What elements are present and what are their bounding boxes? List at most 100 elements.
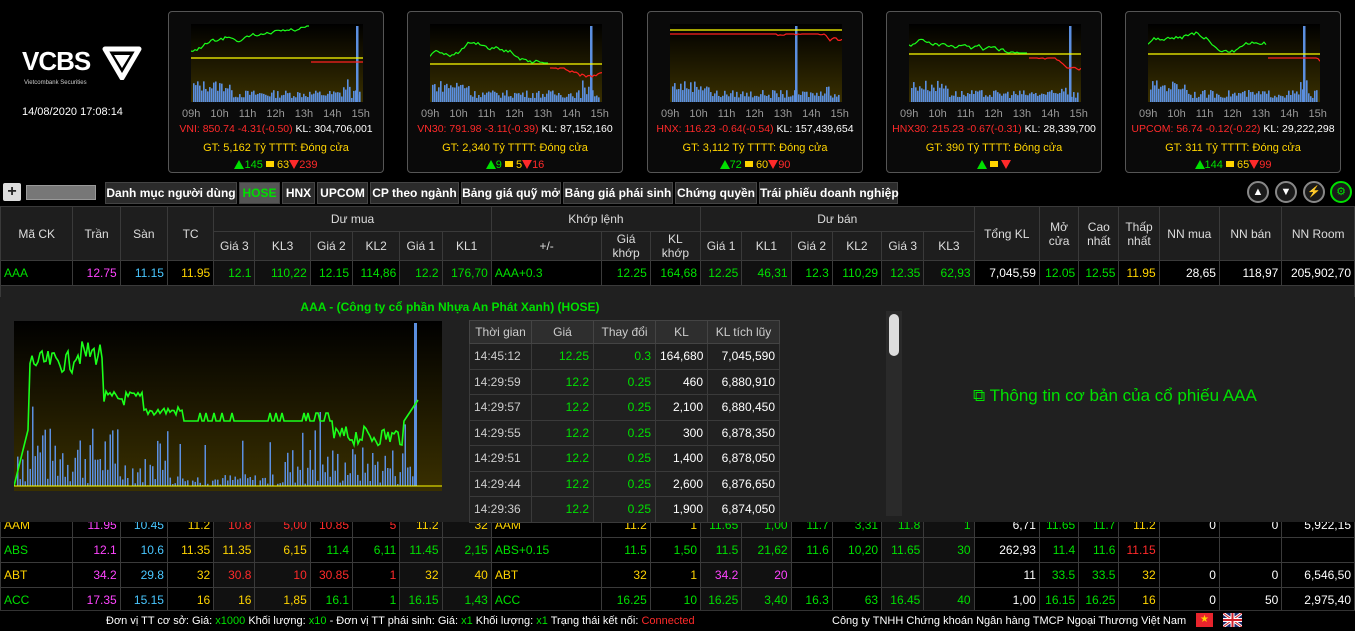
add-icon[interactable]: + <box>3 183 21 201</box>
tab-hnx[interactable]: HNX <box>282 182 315 204</box>
cell-sk1: 21,62 <box>741 537 792 563</box>
col-floor: Sàn <box>119 206 168 261</box>
cell-nnm: 0 <box>1158 587 1220 613</box>
time-tick: 10h <box>449 108 468 120</box>
index-box-upcom[interactable]: 09h 10h 11h 12h 13h 14h 15h UPCOM: 56.74 -0.12(… <box>1125 11 1341 173</box>
index-volume-label: KL: <box>295 123 312 135</box>
stock-info-link[interactable]: ⧉ Thông tin cơ bản của cổ phiếu AAA <box>973 386 1257 406</box>
cell-match: AAA+0.3 <box>490 260 603 286</box>
index-box-vn30[interactable]: 09h 10h 11h 12h 13h 14h 15h VN30: 791.98 -3.11(… <box>407 11 623 173</box>
tab-upcom[interactable]: UPCOM <box>317 182 368 204</box>
up-arrow-icon <box>1194 160 1205 169</box>
cell-tkl: 7,045,59 <box>973 260 1040 286</box>
cell-sym[interactable]: AAA <box>0 260 74 286</box>
cell-sk3 <box>923 562 975 588</box>
index-box-hnx[interactable]: 09h 10h 11h 12h 13h 14h 15h HNX: 116.23 -0.64(-… <box>647 11 863 173</box>
trade-cell: 1,900 <box>655 496 708 523</box>
scrollbar-track[interactable] <box>886 311 902 516</box>
index-box-vni[interactable]: 09h 10h 11h 12h 13h 14h 15h VNI: 850.74 -4.31(-… <box>168 11 384 173</box>
tab-open-fund[interactable]: Bảng giá quỹ mở <box>461 182 561 204</box>
time-tick: 09h <box>900 108 919 120</box>
trade-cell: 12.2 <box>531 445 594 472</box>
time-axis: 09h 10h 11h 12h 13h 14h 15h <box>1126 108 1340 120</box>
gear-icon[interactable]: ⚙ <box>1330 181 1352 203</box>
trade-row: 14:29:57 12.2 0.25 2,100 6,880,450 <box>469 394 780 421</box>
tab-warrants[interactable]: Chứng quyền <box>675 182 757 204</box>
cell-bk1: 2,15 <box>441 537 492 563</box>
cell-b1: 12.2 <box>399 260 443 286</box>
tab-industry[interactable]: CP theo ngành <box>370 182 459 204</box>
symbol-search-input[interactable] <box>26 185 96 200</box>
trade-cell: 0.25 <box>593 445 656 472</box>
clock: 14/08/2020 17:08:14 <box>22 106 123 118</box>
tab-watchlist[interactable]: Danh mục người dùng <box>105 182 237 204</box>
cell-bk2: 6,11 <box>351 537 401 563</box>
index-value-status: GT: 2,340 Tỷ TTTT: Đóng cửa <box>408 142 622 154</box>
cell-sym[interactable]: ABS <box>0 537 74 563</box>
cell-sym[interactable]: ABT <box>0 562 74 588</box>
index-summary: UPCOM: 56.74 -0.12(-0.22) KL: 29,222,298 <box>1131 123 1335 135</box>
vietnamese-flag-icon[interactable]: ★ <box>1196 613 1213 627</box>
trade-cell: 12.2 <box>531 368 594 395</box>
unchanged-icon <box>504 161 513 167</box>
advance-decline: 9 5 16 <box>408 159 622 171</box>
index-volume: 157,439,654 <box>795 123 854 135</box>
lightning-icon[interactable]: ⚡ <box>1303 181 1325 203</box>
cell-b3: 11.35 <box>213 537 256 563</box>
stock-row[interactable]: ABS 12.1 10.6 11.35 11.35 6,15 11.4 6,11 11.45 2,… <box>0 537 1355 563</box>
cell-high: 12.55 <box>1078 260 1120 286</box>
advancers-count: 72 <box>729 159 742 171</box>
col-volume: KL <box>655 320 708 344</box>
trade-row: 14:29:59 12.2 0.25 460 6,880,910 <box>469 368 780 395</box>
cell-nnm: 28,65 <box>1158 260 1220 286</box>
decliners-count: 99 <box>1259 159 1272 171</box>
stock-detail-panel: AAA - (Công ty cổ phần Nhựa An Phát Xanh… <box>0 297 1355 523</box>
index-change: -0.67(-0.31) <box>966 123 1022 135</box>
advancers-count: 145 <box>244 159 263 171</box>
tab-derivatives[interactable]: Bảng giá phái sinh <box>563 182 673 204</box>
cell-mp: 12.25 <box>601 260 651 286</box>
scrollbar-thumb[interactable] <box>889 314 899 356</box>
stock-row[interactable]: ACC 17.35 15.15 16 16 1,85 16.1 1 16.15 1,43 ACC 16… <box>0 587 1355 613</box>
cell-san: 11.15 <box>119 260 168 286</box>
trade-cell: 14:45:12 <box>469 343 532 370</box>
index-traded-value: GT: 5,162 Tỷ <box>203 142 266 154</box>
tab-hose[interactable]: HOSE <box>239 182 280 204</box>
cell-mp: 16.25 <box>601 587 651 613</box>
index-volume-label: KL: <box>1263 123 1280 135</box>
time-tick: 11h <box>956 108 975 120</box>
index-mini-chart <box>909 24 1081 102</box>
cell-sym[interactable]: ACC <box>0 587 74 613</box>
trade-cell: 14:29:51 <box>469 445 532 472</box>
cell-tran: 17.35 <box>72 587 121 613</box>
unit-label-b: Khối lượng: <box>248 615 306 627</box>
time-axis: 09h 10h 11h 12h 13h 14h 15h <box>169 108 383 120</box>
chevron-up-icon[interactable]: ▲ <box>1247 181 1269 203</box>
time-tick: 09h <box>421 108 440 120</box>
market-status: TTTT: Đóng cửa <box>507 142 588 154</box>
advancers-count: 9 <box>495 159 502 171</box>
index-value: 215.23 <box>931 123 964 135</box>
cell-low: 11.95 <box>1118 260 1160 286</box>
cell-b3: 30.8 <box>213 562 256 588</box>
cell-bk1: 176,70 <box>441 260 492 286</box>
index-box-hnx30[interactable]: 09h 10h 11h 12h 13h 14h 15h HNX30: 215.23 -0.67… <box>886 11 1102 173</box>
stock-row[interactable]: AAA 12.75 11.15 11.95 12.1 110,22 12.15 114,86 1… <box>0 260 1355 286</box>
stock-row[interactable]: ABT 34.2 29.8 32 30.8 10 30.85 1 32 40 ABT 32 1 34.2 2… <box>0 562 1355 588</box>
tab-corporate-bonds[interactable]: Trái phiếu doanh nghiệp <box>759 182 899 204</box>
cell-tc: 32 <box>166 562 215 588</box>
index-mini-chart <box>430 24 602 102</box>
time-tick: 11h <box>717 108 736 120</box>
cell-s2: 12.3 <box>790 260 833 286</box>
decliners-count: 239 <box>299 159 318 171</box>
cell-high: 11.6 <box>1078 537 1120 563</box>
col-ask-vol-1: KL1 <box>741 231 792 261</box>
chevron-down-icon[interactable]: ▼ <box>1275 181 1297 203</box>
cell-san: 15.15 <box>119 587 168 613</box>
uk-flag-icon[interactable] <box>1223 613 1242 627</box>
cell-san: 10.6 <box>119 537 168 563</box>
cell-bk3: 6,15 <box>254 537 311 563</box>
cell-tran: 34.2 <box>72 562 121 588</box>
col-symbol[interactable]: Mã CK <box>0 206 74 261</box>
